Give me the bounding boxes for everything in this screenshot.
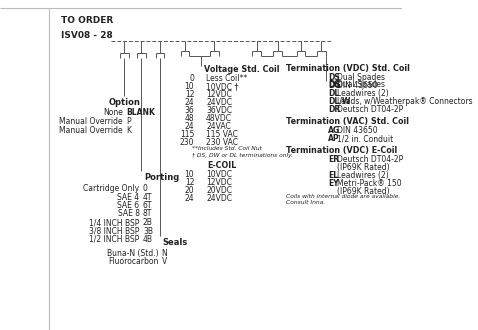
Text: 2B: 2B [143,218,153,227]
Text: 10VDC: 10VDC [206,170,232,179]
Text: Cartridge Only: Cartridge Only [84,184,140,193]
Text: 0: 0 [189,74,194,83]
Text: **Includes Std. Coil Nut: **Includes Std. Coil Nut [192,146,261,151]
Text: Termination (VDC) Std. Coil: Termination (VDC) Std. Coil [286,64,410,73]
Text: 10VDC †: 10VDC † [206,82,239,91]
Text: 0: 0 [143,184,148,193]
Text: 12: 12 [185,90,194,99]
Text: BLANK: BLANK [126,108,155,117]
Text: 24VDC: 24VDC [206,98,232,107]
Text: 4B: 4B [143,235,153,244]
Text: 48: 48 [185,114,194,123]
Text: P: P [126,117,131,126]
Text: ISV08 - 28: ISV08 - 28 [61,31,112,40]
Text: 24: 24 [185,122,194,131]
Text: (IP69K Rated): (IP69K Rated) [337,163,390,172]
Text: 10: 10 [185,170,194,179]
Text: Voltage Std. Coil: Voltage Std. Coil [204,65,279,74]
Text: 20: 20 [185,186,194,195]
Text: 230: 230 [180,138,194,147]
Text: Termination (VDC) E-Coil: Termination (VDC) E-Coil [286,146,397,155]
Text: SAE 4: SAE 4 [118,192,140,202]
Text: 3B: 3B [143,226,153,236]
Text: Leadwires (2): Leadwires (2) [337,171,389,180]
Text: DG: DG [328,81,341,90]
Text: Metri-Pack® 150: Metri-Pack® 150 [337,179,402,188]
Text: 1/4 INCH BSP: 1/4 INCH BSP [89,218,140,227]
Text: Coils with internal diode are available.
Consult Inna.: Coils with internal diode are available.… [286,194,400,205]
Text: 230 VAC: 230 VAC [206,138,238,147]
Text: EL: EL [328,171,338,180]
Text: (IP69K Rated): (IP69K Rated) [337,187,390,196]
Text: 24VAC: 24VAC [206,122,231,131]
Text: Leads, w/Weatherpak® Connectors: Leads, w/Weatherpak® Connectors [337,97,473,106]
Text: ER: ER [328,155,339,164]
Text: 4T: 4T [143,192,152,202]
Text: TO ORDER: TO ORDER [61,16,113,25]
Text: 12: 12 [185,178,194,187]
Text: 10: 10 [185,82,194,91]
Text: Deutsch DT04-2P: Deutsch DT04-2P [337,105,403,114]
Text: 48VDC: 48VDC [206,114,232,123]
Text: None: None [103,108,123,117]
Text: DR: DR [328,105,340,114]
Text: AP: AP [328,134,340,143]
Text: 3/8 INCH BSP: 3/8 INCH BSP [89,226,140,236]
Text: DIN 43650: DIN 43650 [337,81,378,90]
Text: 36: 36 [185,106,194,115]
Text: DS: DS [328,73,340,82]
Text: 8T: 8T [143,210,152,218]
Text: Termination (VAC) Std. Coil: Termination (VAC) Std. Coil [286,117,409,126]
Text: Fluorocarbon: Fluorocarbon [108,257,158,267]
Text: 36VDC: 36VDC [206,106,232,115]
Text: V: V [162,257,167,267]
Text: Deutsch DT04-2P: Deutsch DT04-2P [337,155,403,164]
Text: Porting: Porting [144,173,179,182]
Text: Option: Option [109,98,141,107]
Text: DL/W: DL/W [328,97,350,106]
Text: Dual Spades: Dual Spades [337,73,385,82]
Text: Manual Override: Manual Override [59,117,123,126]
Text: 20VDC: 20VDC [206,186,232,195]
Text: 12VDC: 12VDC [206,178,232,187]
Text: Manual Override: Manual Override [59,126,123,135]
Text: Seals: Seals [163,238,187,247]
Text: EY: EY [328,179,338,188]
Text: K: K [126,126,131,135]
Text: † DS, DW or DL terminations only.: † DS, DW or DL terminations only. [192,153,293,158]
Text: SAE 6: SAE 6 [118,201,140,210]
Text: N: N [162,249,167,258]
Text: AG: AG [328,126,340,135]
Text: Buna-N (Std.): Buna-N (Std.) [107,249,158,258]
Text: 1/2 INCH BSP: 1/2 INCH BSP [89,235,140,244]
Text: Dual Spades: Dual Spades [337,80,385,89]
Text: Leadwires (2): Leadwires (2) [337,89,389,98]
Text: Less Coil**: Less Coil** [206,74,247,83]
Text: 115: 115 [180,130,194,139]
Text: 24: 24 [185,98,194,107]
Text: DS: DS [328,80,340,89]
Text: 6T: 6T [143,201,152,210]
Text: DL: DL [328,89,339,98]
Text: DIN 43650: DIN 43650 [337,126,378,135]
Text: 12VDC: 12VDC [206,90,232,99]
Text: E-COIL: E-COIL [207,161,236,170]
Text: 1/2 in. Conduit: 1/2 in. Conduit [337,134,393,143]
Text: 24: 24 [185,194,194,203]
Text: 115 VAC: 115 VAC [206,130,238,139]
Text: SAE 8: SAE 8 [118,210,140,218]
Text: 24VDC: 24VDC [206,194,232,203]
